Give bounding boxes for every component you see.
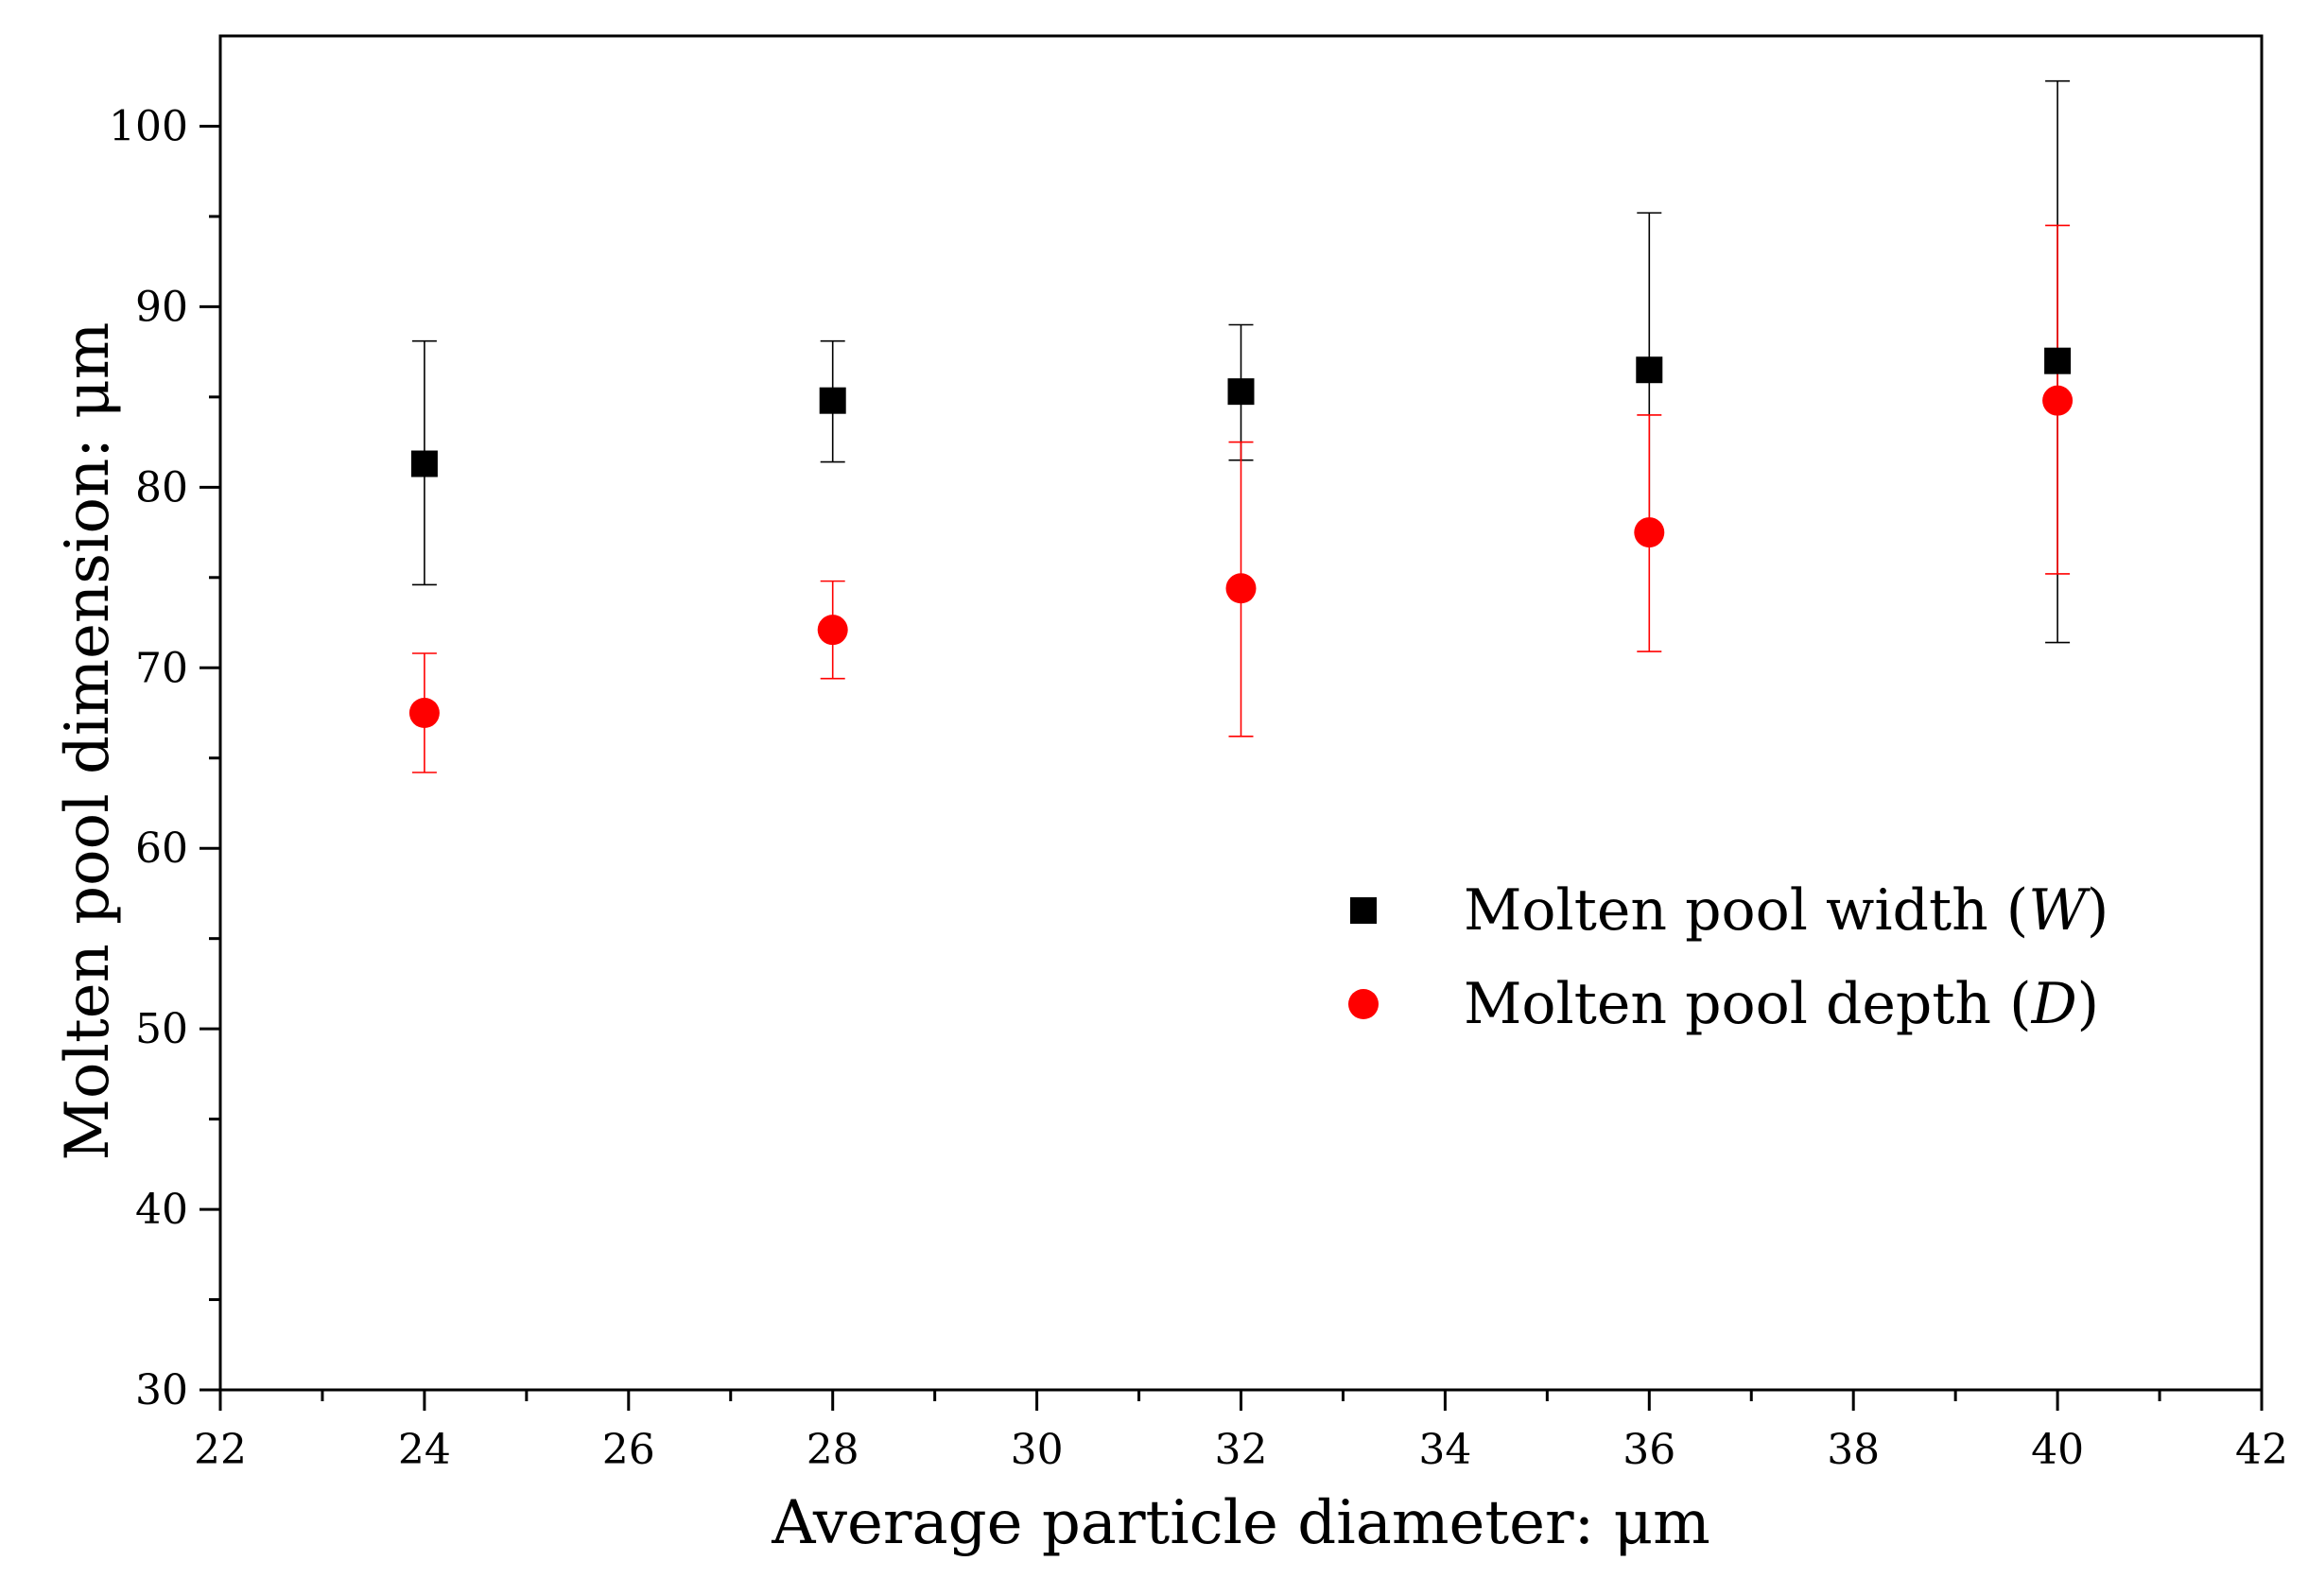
x-tick-label: 40 [2031,1426,2084,1474]
width-point [1227,378,1255,406]
legend-label-depth: Molten pool depth (D) [1464,971,2099,1037]
y-tick-label: 70 [135,644,188,692]
data-points [408,347,2074,728]
y-tick-label: 50 [135,1005,188,1053]
width-point [1636,356,1663,384]
legend-label-width: Molten pool width (W) [1464,877,2108,944]
width-point [410,450,438,477]
error-bars [411,79,2071,773]
y-axis-title: Molten pool dimension: μm [53,322,123,1161]
width-point [819,387,846,414]
axis-ticks [200,124,2264,1411]
x-tick-label: 34 [1418,1426,1471,1474]
depth-point [817,615,848,646]
x-tick-label: 30 [1011,1426,1064,1474]
depth-point [1634,517,1665,548]
legend: Molten pool width (W) Molten pool depth (… [1348,877,2108,1037]
y-tick-label: 80 [135,463,188,512]
x-axis-title: Average particle diameter: μm [771,1488,1710,1558]
x-tick-label: 28 [807,1426,859,1474]
y-tick-label: 60 [135,824,188,873]
width-point [2044,347,2072,374]
legend-marker-width [1350,897,1377,924]
tick-labels: 22 24 26 28 30 32 34 36 38 40 42 30 40 50 60 70 80 90 100 [109,102,2288,1474]
x-tick-label: 36 [1623,1426,1675,1474]
depth-point [2042,385,2074,416]
y-tick-label: 30 [135,1366,188,1414]
y-tick-label: 90 [135,283,188,331]
x-tick-label: 22 [194,1426,247,1474]
plot-frame [218,34,2264,1392]
x-tick-label: 32 [1215,1426,1268,1474]
x-tick-label: 38 [1827,1426,1880,1474]
depth-point [1225,573,1257,604]
depth-point [408,698,440,728]
x-tick-label: 24 [398,1426,451,1474]
legend-marker-depth [1348,989,1379,1019]
x-tick-label: 26 [602,1426,655,1474]
x-tick-label: 42 [2235,1426,2288,1474]
y-tick-label: 40 [135,1186,188,1234]
y-tick-label: 100 [109,102,188,150]
